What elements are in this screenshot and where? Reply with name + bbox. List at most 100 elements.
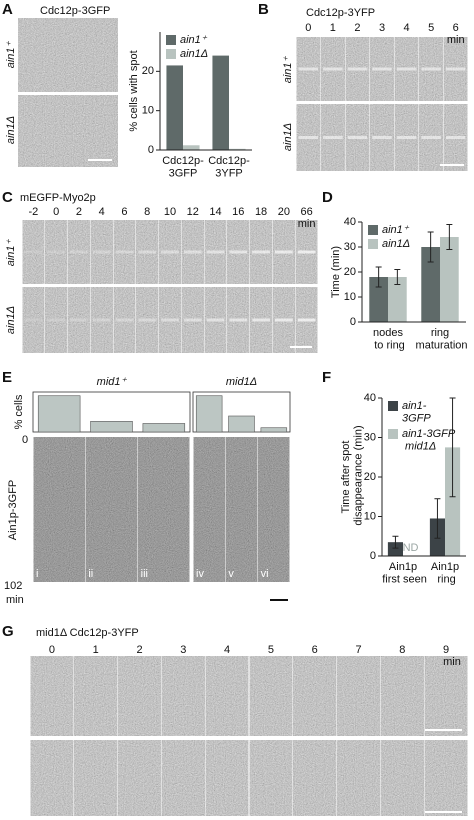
x-tick-label: Cdc12p-3GFP: [162, 155, 204, 180]
ring-signal: [445, 136, 466, 139]
micrograph: [380, 656, 424, 736]
time-label: 2: [136, 644, 142, 656]
panel-letter: G: [2, 623, 14, 640]
legend-swatch: [166, 35, 176, 45]
ring-signal: [92, 250, 111, 254]
ring-signal: [323, 67, 343, 71]
kymograph-label: iii: [141, 568, 148, 580]
annotation: ND: [403, 542, 419, 554]
ring-signal: [47, 250, 66, 254]
text-line: ain1-3GFP: [402, 428, 456, 440]
y-tick-label: 20: [364, 471, 376, 483]
ring-signal: [298, 136, 319, 139]
micrograph: [205, 656, 249, 736]
micrograph: [205, 740, 249, 816]
ring-signal: [396, 67, 417, 71]
legend-label: ain1-3GFP mid1Δ: [402, 428, 456, 453]
time-label: 12: [187, 206, 199, 218]
time-label: 8: [144, 206, 150, 218]
ring-signal: [138, 250, 157, 254]
chart-title: mid1⁺: [97, 376, 128, 388]
bar: [440, 237, 459, 322]
ring-signal: [298, 67, 319, 71]
panel-letter: A: [2, 1, 13, 18]
ring-signal: [347, 67, 368, 71]
micrograph: [424, 656, 468, 736]
row-label: Ain1p-3GFP: [7, 480, 19, 541]
kymograph-label: iv: [196, 568, 204, 580]
y-tick-label: 10: [364, 510, 376, 522]
ring-signal: [252, 318, 270, 322]
time-label: 3: [180, 644, 186, 656]
micrograph: [258, 437, 290, 582]
panel-letter: E: [2, 369, 12, 386]
ring-signal: [206, 250, 225, 254]
micrograph: [30, 740, 74, 816]
ring-signal: [347, 136, 368, 139]
time-label: 1: [330, 22, 336, 34]
time-label: 9: [443, 644, 449, 656]
y-tick-label: 40: [364, 392, 376, 404]
text-line: Cdc12p-: [162, 155, 204, 167]
micrograph: [293, 656, 337, 736]
micrograph: [249, 656, 293, 736]
time-label: 6: [121, 206, 127, 218]
micrograph: [136, 287, 159, 353]
ring-signal: [161, 318, 179, 322]
row-label: ain1⁺: [5, 41, 17, 69]
ring-signal: [372, 67, 392, 71]
bar: [142, 423, 186, 433]
micrograph: [74, 740, 118, 816]
y-tick-label: 0: [148, 144, 154, 156]
time-unit: min: [447, 34, 465, 46]
time-label: 16: [232, 206, 244, 218]
micrograph: [136, 220, 159, 284]
kymograph-label: vi: [261, 568, 269, 580]
time-label: 7: [355, 644, 361, 656]
row-label: ain1Δ: [5, 306, 17, 334]
ring-signal: [70, 318, 88, 322]
ring-signal: [274, 318, 293, 322]
time-label: 1: [93, 644, 99, 656]
micrograph: [159, 287, 181, 353]
row-label: ain1Δ: [282, 123, 294, 151]
x-tick-label: ring maturation: [412, 327, 467, 352]
y-tick-label: 0: [350, 316, 356, 328]
chart-title: mid1Δ: [226, 376, 257, 388]
time-label: 4: [99, 206, 105, 218]
legend-swatch: [368, 239, 378, 249]
micrograph: [90, 220, 113, 284]
bar: [90, 421, 133, 433]
time-label: 66: [300, 206, 312, 218]
time-label: 5: [428, 22, 434, 34]
y-tick-label: 10: [142, 105, 154, 117]
bar: [195, 395, 223, 433]
ring-signal: [115, 250, 134, 254]
time-end: 102: [4, 580, 22, 592]
time-label: 2: [76, 206, 82, 218]
time-label: 8: [399, 644, 405, 656]
ring-signal: [252, 250, 270, 254]
text-line: ring: [434, 574, 455, 586]
micrograph: [181, 220, 204, 284]
time-unit: min: [6, 594, 24, 606]
ring-signal: [323, 136, 343, 139]
text-line: ain1-: [402, 400, 427, 412]
bar: [260, 427, 288, 433]
micrograph: [118, 740, 161, 816]
ring-signal: [421, 136, 441, 139]
time-label: 0: [53, 206, 59, 218]
ring-signal: [206, 318, 225, 322]
ring-signal: [229, 318, 248, 322]
panel-letter: F: [322, 369, 331, 386]
micrograph: [22, 220, 45, 284]
y-axis-label: % cells with spot: [128, 50, 140, 131]
micrograph: [225, 437, 258, 582]
micrograph: [113, 287, 136, 353]
y-axis-label: Time (min): [330, 246, 342, 298]
micrograph: [68, 287, 90, 353]
ring-signal: [47, 318, 66, 322]
x-tick-label: Ain1p first seen: [379, 561, 427, 586]
